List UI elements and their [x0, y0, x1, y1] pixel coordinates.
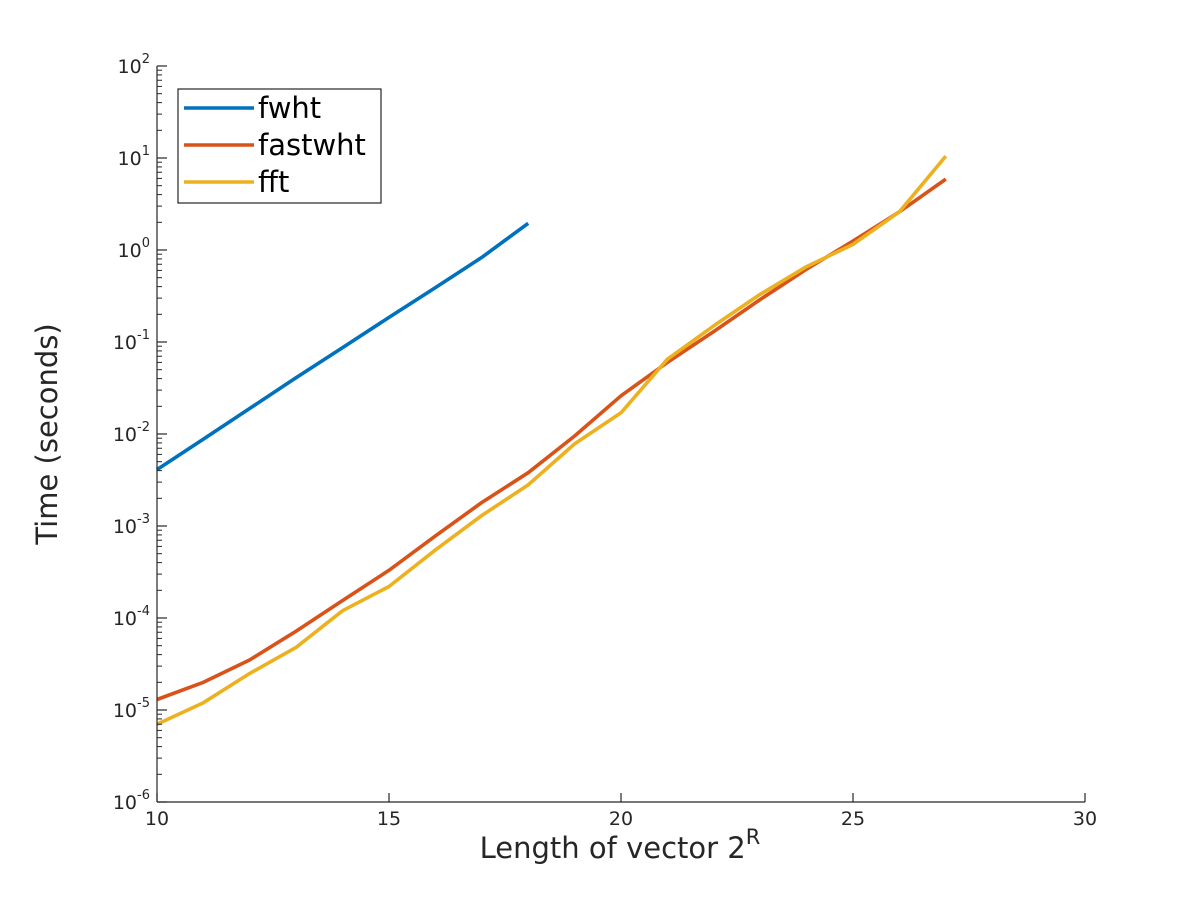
y-tick-label: 100 — [118, 236, 150, 262]
y-tick-base: 10 — [118, 240, 142, 262]
y-tick-base: 10 — [113, 516, 137, 538]
y-tick-base: 10 — [113, 608, 137, 630]
y-tick-label: 10-5 — [113, 696, 150, 722]
y-tick-exponent: -5 — [137, 696, 150, 711]
x-tick-label: 20 — [609, 808, 633, 830]
x-tick-label: 25 — [841, 808, 865, 830]
y-tick-label: 10-4 — [113, 604, 150, 630]
y-tick-base: 10 — [113, 332, 137, 354]
y-axis-title: Time (seconds) — [30, 323, 64, 545]
y-tick-base: 10 — [113, 424, 137, 446]
series-line-fft — [156, 154, 948, 726]
y-tick-exponent: 0 — [142, 236, 150, 251]
y-tick-exponent: 2 — [142, 52, 150, 67]
x-tick-label: 30 — [1073, 808, 1097, 830]
y-tick-exponent: -1 — [137, 328, 150, 343]
legend-label-fft: fft — [258, 165, 289, 199]
y-tick-base: 10 — [113, 792, 137, 814]
y-tick-label: 101 — [118, 144, 150, 170]
y-tick-exponent: 1 — [142, 144, 150, 159]
y-tick-base: 10 — [118, 56, 142, 78]
y-tick-label: 102 — [118, 52, 150, 78]
x-axis-title: Length of vector 2R — [480, 825, 761, 865]
y-tick-label: 10-6 — [113, 788, 150, 814]
series-line-fwht — [156, 221, 530, 472]
x-tick-label: 15 — [377, 808, 401, 830]
legend-label-fwht: fwht — [258, 91, 321, 125]
y-tick-label: 10-3 — [113, 512, 150, 538]
y-tick-exponent: -4 — [137, 604, 150, 619]
y-tick-base: 10 — [118, 148, 142, 170]
series-layer — [156, 154, 948, 726]
y-tick-base: 10 — [113, 700, 137, 722]
x-axis-title-superscript: R — [746, 825, 761, 849]
y-tick-exponent: -6 — [137, 788, 150, 803]
legend-label-fastwht: fastwht — [258, 128, 366, 162]
y-tick-exponent: -2 — [137, 420, 150, 435]
ticks-layer: 10 15 20 25 3010-610-510-410-310-210-1100101… — [113, 52, 1097, 830]
x-tick-label: 10 — [145, 808, 169, 830]
x-axis-title-text: Length of vector 2 — [480, 831, 746, 865]
y-tick-label: 10-2 — [113, 420, 150, 446]
y-tick-label: 10-1 — [113, 328, 150, 354]
y-tick-exponent: -3 — [137, 512, 150, 527]
